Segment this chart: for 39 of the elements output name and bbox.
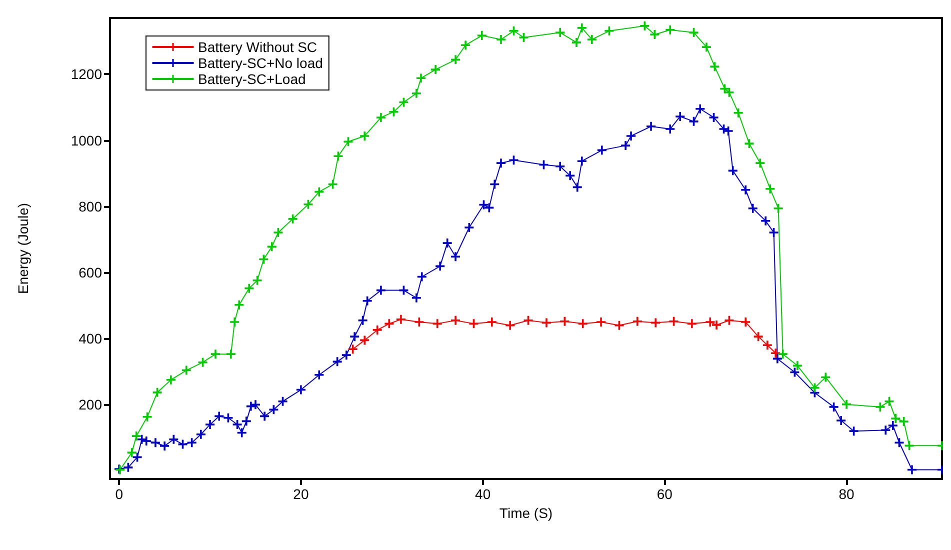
y-tick-label: 1000 — [70, 132, 102, 148]
point — [669, 316, 678, 326]
point — [560, 316, 570, 326]
point — [396, 314, 406, 324]
y-tick-label: 200 — [78, 396, 102, 413]
point — [712, 320, 721, 330]
point — [706, 318, 715, 327]
point — [687, 319, 696, 328]
y-tick-label: 600 — [78, 264, 102, 280]
legend-label: Battery-SC+Load — [198, 71, 306, 87]
x-tick-label: 0 — [115, 486, 124, 502]
point — [724, 316, 734, 325]
x-tick-label: 80 — [838, 486, 855, 502]
x-tick-label: 40 — [475, 486, 491, 502]
point — [771, 348, 780, 358]
y-tick-label: 800 — [78, 198, 102, 214]
point — [414, 318, 424, 327]
point — [632, 316, 642, 326]
point — [451, 316, 460, 325]
point — [596, 318, 606, 327]
x-axis-title: Time (S) — [499, 504, 553, 521]
point — [524, 316, 533, 325]
point — [542, 318, 551, 328]
point — [754, 332, 763, 342]
point — [372, 325, 382, 334]
point — [741, 318, 750, 327]
point — [360, 336, 370, 345]
legend-label: Battery-SC+No load — [198, 55, 323, 71]
point — [487, 318, 496, 327]
legend-label: Battery Without SC — [198, 39, 318, 55]
point — [506, 320, 515, 330]
point — [348, 344, 358, 354]
y-tick-label: 1200 — [70, 66, 102, 82]
x-tick-label: 60 — [656, 486, 673, 502]
y-axis-title: Energy (Joule) — [15, 202, 31, 294]
point — [762, 340, 772, 350]
y-tick-label: 400 — [78, 330, 102, 347]
point — [651, 318, 660, 328]
x-tick-label: 20 — [293, 486, 309, 502]
